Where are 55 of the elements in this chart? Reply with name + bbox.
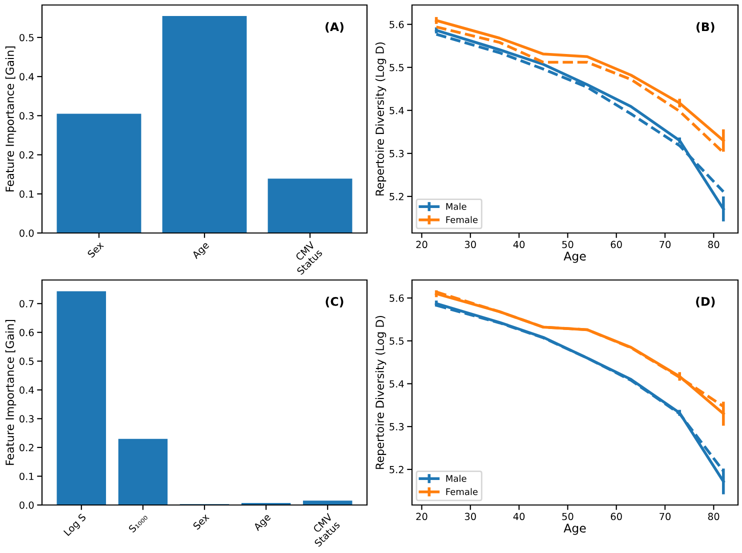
y-tick-label: 0.3 (20, 415, 34, 423)
y-tick-label: 0.0 (20, 501, 34, 509)
y-tick-label: 0.3 (20, 112, 34, 120)
legend-label: Male (446, 202, 466, 210)
x-tick-label: 60 (610, 240, 622, 248)
y-axis-title: Repertoire Diversity (Log D) (375, 316, 386, 469)
y-tick-label: 0.0 (20, 229, 34, 237)
y-tick-label: 5.4 (390, 380, 404, 388)
x-tick-label: 70 (660, 512, 671, 520)
y-tick-label: 0.5 (20, 358, 34, 365)
y-tick-label: 5.3 (390, 423, 404, 430)
y-tick-label: 5.2 (390, 466, 404, 474)
x-tick-label: 80 (708, 512, 720, 520)
y-tick-label: 0.4 (20, 386, 34, 394)
annotation: (A) (326, 22, 344, 33)
x-tick-label: 40 (513, 240, 525, 248)
x-tick-label: Sex (87, 240, 104, 258)
x-tick-label: 40 (513, 512, 525, 520)
x-tick-label: 80 (708, 240, 720, 248)
x-tick-label: Sex (192, 512, 210, 530)
y-tick-label: 0.2 (20, 444, 34, 452)
y-tick-label: 5.6 (390, 20, 404, 28)
y-tick-label: 0.2 (20, 151, 34, 159)
x-tick-label: 30 (464, 512, 476, 520)
y-tick-label: 0.7 (20, 300, 34, 308)
legend-label: Female (446, 488, 478, 496)
annotation: (C) (326, 296, 344, 308)
y-tick-label: 5.4 (390, 107, 404, 114)
y-axis-title: Feature Importance [Gain] (5, 46, 16, 192)
x-tick-label: Age (191, 241, 211, 261)
x-tick-label: 30 (464, 240, 476, 248)
x-tick-label: Age (253, 513, 272, 533)
x-tick-label: 20 (416, 512, 428, 520)
y-tick-label: 5.6 (390, 294, 404, 302)
y-tick-label: 0.1 (20, 190, 34, 198)
annotation: (B) (696, 22, 714, 33)
x-tick-label: Log S (63, 513, 88, 538)
y-axis-title: Repertoire Diversity (Log D) (375, 42, 386, 196)
y-tick-label: 5.2 (390, 192, 404, 200)
x-tick-label: 60 (610, 512, 622, 520)
legend-label: Female (446, 216, 478, 224)
y-tick-label: 0.4 (20, 73, 34, 80)
y-tick-label: 0.6 (20, 328, 34, 336)
x-tick-label: 70 (660, 240, 671, 248)
y-tick-label: 0.1 (20, 472, 34, 480)
x-tick-label: 50 (562, 240, 574, 248)
y-axis-title: Feature Importance [Gain] (5, 320, 16, 465)
x-tick-label: 20 (416, 240, 428, 248)
y-tick-label: 5.5 (390, 337, 404, 345)
annotation: (D) (696, 296, 715, 308)
y-tick-label: 5.3 (390, 150, 404, 158)
y-tick-label: 0.5 (20, 34, 34, 42)
legend-label: Male (446, 474, 466, 482)
y-tick-label: 5.5 (390, 64, 404, 72)
x-tick-label: 50 (562, 512, 574, 520)
